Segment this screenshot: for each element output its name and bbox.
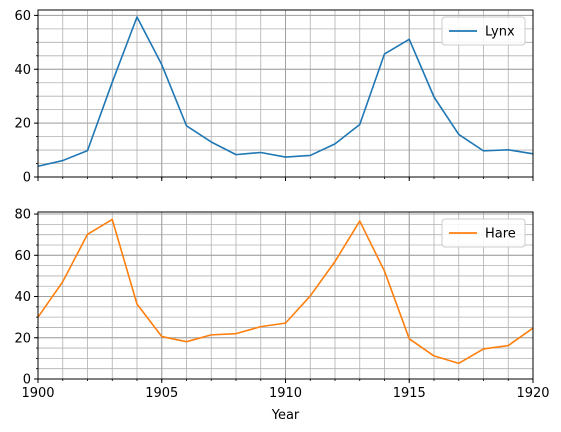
series-line-hare [37,218,534,365]
y-tick-label: 20 [14,117,31,132]
y-tick-label: 80 [14,208,31,223]
legend-label-hare: Hare [485,227,516,242]
x-tick-label: 1920 [516,386,549,401]
x-axis-title: Year [271,408,300,423]
y-tick-label: 40 [14,290,31,305]
legend-box [441,16,526,46]
legend: Hare [441,218,526,248]
lynx-panel: 0 20 40 60 Lynx [14,9,534,186]
y-tick-label: 60 [14,249,31,264]
y-tick-label: 60 [14,9,31,24]
x-tick-label: 1910 [269,386,302,401]
y-tick-label: 0 [23,171,31,186]
series-line-lynx [37,16,534,168]
x-tick-label: 1915 [393,386,426,401]
legend-box [441,218,526,248]
legend: Lynx [441,16,526,46]
legend-label-lynx: Lynx [485,25,515,40]
y-tick-label: 40 [14,63,31,78]
y-tick-label: 20 [14,331,31,346]
y-tick-label: 0 [23,373,31,388]
x-tick-label: 1900 [21,386,54,401]
hare-panel: 0 20 40 60 80 1900 1905 1910 1915 1920 Year Hare [14,208,549,423]
x-tick-label: 1905 [145,386,178,401]
